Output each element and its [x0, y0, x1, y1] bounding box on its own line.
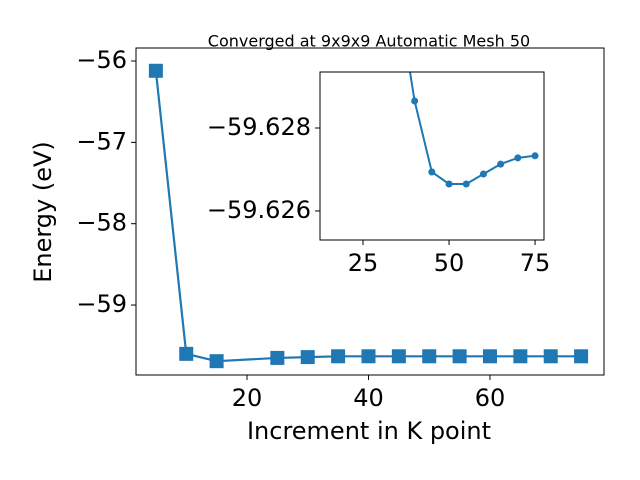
- marker: [209, 354, 224, 369]
- marker: [270, 350, 285, 365]
- inset-background: [320, 72, 544, 240]
- marker: [422, 349, 437, 364]
- x-tick-label: 75: [520, 249, 551, 277]
- axes-frame: [319, 71, 545, 241]
- marker: [513, 349, 528, 364]
- x-tick-label: 25: [348, 249, 379, 277]
- x-tick-label: 60: [475, 384, 506, 412]
- marker: [479, 170, 487, 178]
- marker: [482, 349, 497, 364]
- marker: [428, 168, 436, 176]
- marker: [391, 349, 406, 364]
- axes-frame: [135, 47, 605, 376]
- x-tick-label: 20: [232, 384, 263, 412]
- marker: [300, 350, 315, 365]
- marker: [531, 152, 539, 160]
- y-tick-label: −58: [76, 209, 127, 237]
- marker: [411, 97, 419, 105]
- y-tick-label: −59.628: [207, 113, 311, 141]
- y-tick-label: −59.626: [207, 196, 311, 224]
- y-tick-label: −57: [76, 127, 127, 155]
- y-tick-label: −59: [76, 290, 127, 318]
- x-tick-label: 50: [434, 249, 465, 277]
- marker: [148, 63, 163, 78]
- marker: [497, 160, 505, 168]
- y-tick-label: −56: [76, 46, 127, 74]
- marker: [462, 180, 470, 188]
- marker: [331, 349, 346, 364]
- marker: [543, 349, 558, 364]
- x-axis-label: Increment in K point: [247, 417, 491, 445]
- marker: [514, 154, 522, 162]
- marker: [574, 349, 589, 364]
- chart-title: Converged at 9x9x9 Automatic Mesh 50: [208, 32, 530, 51]
- marker: [445, 180, 453, 188]
- plot-area: [408, 72, 539, 188]
- marker: [452, 349, 467, 364]
- marker: [361, 349, 376, 364]
- x-tick-label: 40: [353, 384, 384, 412]
- marker: [179, 346, 194, 361]
- y-axis-label: Energy (eV): [29, 141, 57, 283]
- plot-area: [148, 63, 589, 369]
